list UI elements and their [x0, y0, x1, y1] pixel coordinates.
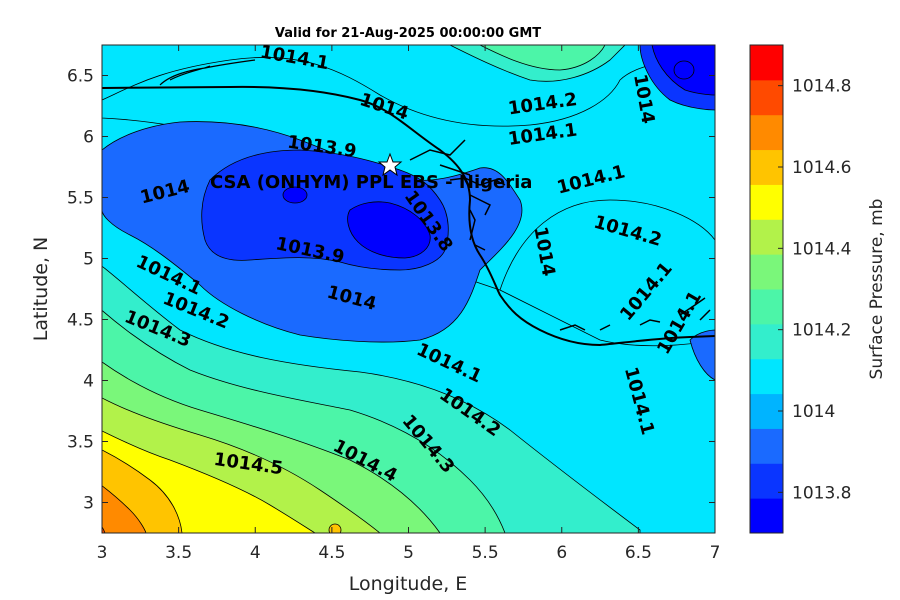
contour-fill-1014-3b	[479, 45, 606, 71]
x-tick-label: 4	[250, 543, 261, 563]
lagoon-line	[159, 59, 256, 86]
y-tick-label: 4.5	[67, 311, 94, 331]
colorbar-swatch	[750, 219, 783, 255]
y-tick-label: 5	[83, 250, 94, 270]
contour-fill-1013-7	[347, 201, 431, 259]
contour-fill-1013-7b	[282, 186, 308, 204]
map-title: Valid for 21-Aug-2025 00:00:00 GMT	[275, 26, 541, 41]
y-tick-label: 3	[83, 494, 94, 514]
x-tick-label: 3	[97, 543, 108, 563]
colorbar-ticks: 1013.8 1014 1014.2 1014.4 1014.6 1014.8	[778, 77, 851, 503]
colorbar-swatch	[750, 463, 783, 499]
y-axis-label: Latitude, N	[30, 237, 52, 342]
x-tick-label: 3.5	[165, 543, 192, 563]
x-tick-label: 5	[403, 543, 414, 563]
colorbar-tick-label: 1014.8	[792, 77, 851, 97]
colorbar-label: Surface Pressure, mb	[867, 199, 887, 380]
colorbar-swatch	[750, 79, 783, 116]
site-marker: CSA (ONHYM) PPL EBS - Nigeria	[210, 152, 532, 193]
colorbar-swatch	[750, 428, 783, 464]
x-tick-label: 7	[710, 543, 721, 563]
contour-fill-ne-ring	[673, 60, 695, 80]
colorbar-frame	[749, 44, 784, 534]
y-tick-label: 3.5	[67, 433, 94, 453]
x-axis-label: Longitude, E	[349, 573, 468, 595]
site-label: CSA (ONHYM) PPL EBS - Nigeria	[210, 172, 532, 193]
colorbar-tick-label: 1014	[792, 402, 835, 422]
colorbar-swatch	[750, 358, 783, 395]
contour-field	[102, 45, 715, 533]
x-tick-label: 5.5	[472, 543, 499, 563]
colorbar-tick-label: 1014.6	[792, 158, 851, 178]
y-tick-label: 4	[83, 372, 94, 392]
coastline-delta	[409, 139, 711, 331]
colorbar-swatch	[750, 45, 783, 81]
x-tick-label: 4.5	[318, 543, 345, 563]
x-axis-ticks: 3 3.5 4 4.5 5 5.5 6 6.5 7	[97, 45, 721, 563]
y-tick-label: 6.5	[67, 67, 94, 87]
colorbar-tick-label: 1014.4	[792, 239, 851, 259]
x-tick-label: 6	[556, 543, 567, 563]
y-tick-label: 5.5	[67, 189, 94, 209]
contour-fill-small-yellow	[328, 523, 342, 533]
colorbar-swatch	[750, 254, 783, 290]
colorbar-swatch	[750, 393, 783, 429]
colorbar-tick-label: 1014.2	[792, 321, 851, 341]
colorbar-swatch	[750, 323, 783, 360]
colorbar-swatch	[750, 184, 783, 220]
x-tick-label: 6.5	[625, 543, 652, 563]
coastline	[102, 85, 715, 347]
contour-fill-se-low	[689, 329, 715, 381]
contour-fill-1014-9	[102, 526, 106, 533]
colorbar	[749, 44, 784, 534]
colorbar-tick-label: 1013.8	[792, 483, 851, 503]
y-tick-label: 6	[83, 128, 94, 148]
colorbar-swatch	[750, 149, 783, 185]
y-axis-ticks: 3 3.5 4 4.5 5 5.5 6 6.5	[67, 67, 715, 514]
colorbar-swatch	[750, 498, 783, 534]
site-star-icon	[377, 152, 403, 177]
colorbar-swatch	[750, 289, 783, 325]
colorbar-swatch	[750, 114, 783, 151]
